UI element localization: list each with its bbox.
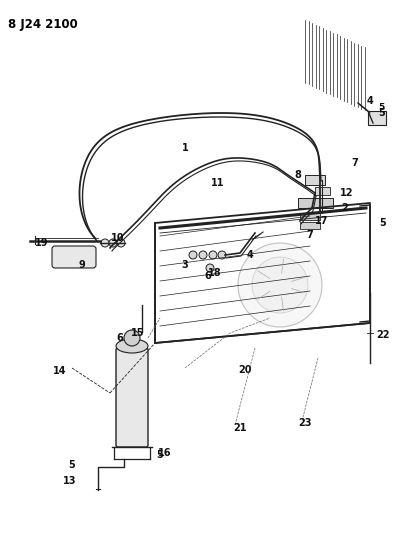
Text: 5: 5	[378, 103, 384, 112]
FancyBboxPatch shape	[300, 222, 320, 229]
Circle shape	[124, 330, 140, 346]
Text: 5: 5	[69, 460, 75, 470]
Circle shape	[206, 264, 214, 272]
Text: 19: 19	[35, 238, 49, 248]
Text: 13: 13	[63, 476, 77, 486]
FancyBboxPatch shape	[368, 111, 386, 125]
Text: 5: 5	[157, 450, 164, 460]
FancyBboxPatch shape	[300, 213, 320, 220]
Circle shape	[209, 251, 217, 259]
Circle shape	[117, 239, 125, 247]
Text: 15: 15	[131, 328, 145, 338]
Text: 23: 23	[298, 418, 312, 428]
Text: 18: 18	[208, 268, 222, 278]
Text: 8 J24 2100: 8 J24 2100	[8, 18, 78, 31]
Text: 12: 12	[340, 188, 354, 198]
Text: 3: 3	[181, 260, 188, 270]
Text: 1: 1	[181, 143, 188, 153]
Text: 20: 20	[238, 365, 252, 375]
Circle shape	[218, 251, 226, 259]
Circle shape	[252, 257, 308, 313]
Circle shape	[238, 243, 322, 327]
Text: 2: 2	[342, 203, 349, 213]
Text: 4: 4	[247, 250, 253, 260]
Ellipse shape	[116, 339, 148, 353]
Text: 5: 5	[379, 108, 385, 118]
Text: 10: 10	[111, 233, 125, 243]
Text: 7: 7	[306, 230, 313, 240]
Text: 4: 4	[366, 96, 373, 106]
Text: 6: 6	[204, 271, 211, 281]
Text: 16: 16	[158, 448, 172, 458]
Text: 11: 11	[211, 178, 225, 188]
FancyBboxPatch shape	[315, 187, 330, 195]
Text: 21: 21	[233, 423, 247, 433]
Text: 7: 7	[352, 158, 358, 168]
Circle shape	[189, 251, 197, 259]
Text: 14: 14	[53, 366, 67, 376]
FancyBboxPatch shape	[116, 348, 148, 447]
Circle shape	[109, 239, 117, 247]
FancyBboxPatch shape	[298, 198, 333, 208]
Text: 17: 17	[315, 216, 329, 226]
Circle shape	[101, 239, 109, 247]
FancyBboxPatch shape	[52, 246, 96, 268]
Circle shape	[199, 251, 207, 259]
FancyBboxPatch shape	[305, 175, 325, 185]
Text: 22: 22	[376, 330, 390, 340]
Text: 9: 9	[79, 260, 85, 270]
Text: 5: 5	[380, 218, 386, 228]
Text: 6: 6	[117, 333, 123, 343]
Text: 8: 8	[295, 170, 301, 180]
